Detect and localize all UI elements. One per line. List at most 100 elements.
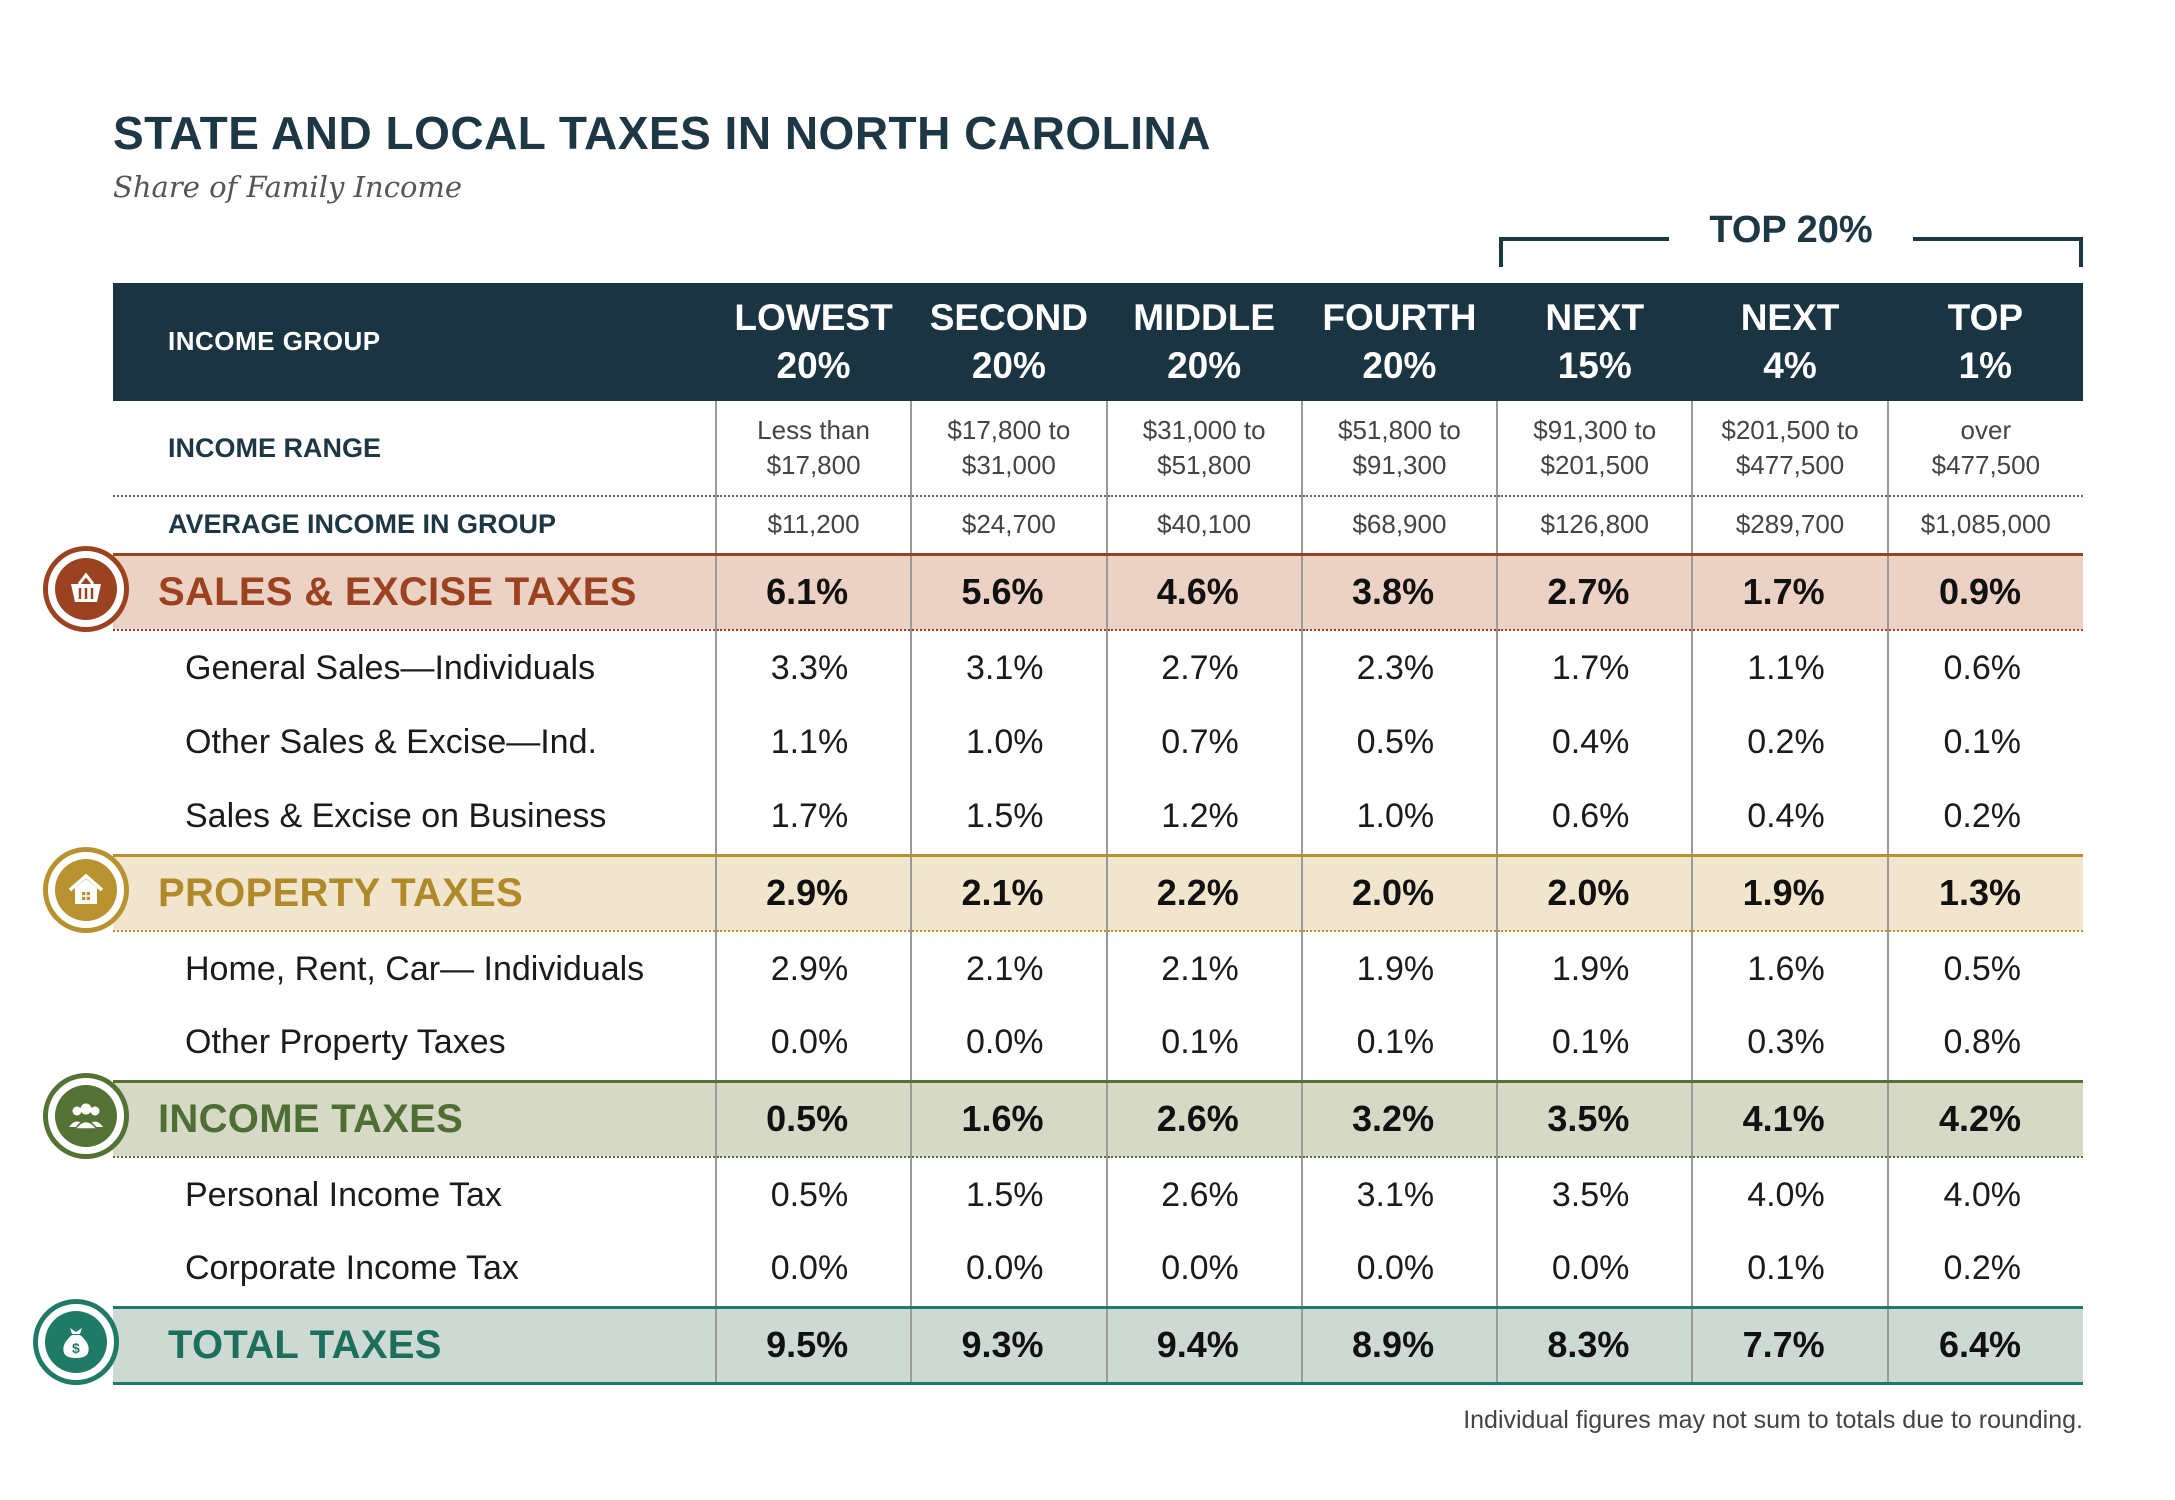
column-header-line1: MIDDLE xyxy=(1133,296,1276,338)
item-value: 1.5% xyxy=(910,1157,1107,1232)
item-value: 3.1% xyxy=(1300,1157,1498,1232)
sales-total-cell: 6.1% xyxy=(714,552,912,631)
item-value: 0.0% xyxy=(1300,1232,1498,1307)
income-total-cell: 0.5% xyxy=(714,1079,912,1158)
item-name: Other Sales & Excise—Ind. xyxy=(185,723,597,761)
property-total-cell: 2.2% xyxy=(1105,853,1302,932)
header-row: INCOME GROUP LOWEST 20% SECOND 20% MIDDLE 2… xyxy=(113,283,2083,401)
income-group-label: INCOME GROUP xyxy=(168,326,381,357)
total-taxes-row: $ TOTAL TAXES 9.5% 9.3% 9.4% 8.9% 8.3% 7… xyxy=(33,1298,2083,1385)
total-value-cell: 8.3% xyxy=(1496,1305,1693,1385)
total-value-cell: 8.9% xyxy=(1300,1305,1498,1385)
average-income-cell: $11,200 xyxy=(714,496,912,554)
item-value: 1.6% xyxy=(1691,931,1888,1006)
item-value: 1.1% xyxy=(1691,630,1888,705)
people-icon-fill xyxy=(55,1084,117,1147)
item-name: General Sales—Individuals xyxy=(185,648,596,687)
range-line1: $17,800 to xyxy=(947,414,1071,445)
basket-icon-glyph xyxy=(71,572,101,602)
sales-total-cell: 0.9% xyxy=(1886,552,2083,631)
sales-total-cell: 2.7% xyxy=(1496,552,1693,631)
sales-total-cell: 5.6% xyxy=(910,552,1107,631)
people-icon-glyph xyxy=(69,1103,103,1130)
total-value-cell: 6.4% xyxy=(1886,1305,2083,1385)
range-line1: $91,300 to xyxy=(1533,414,1657,445)
range-line2: $477,500 xyxy=(1735,450,1845,480)
svg-text:$: $ xyxy=(72,1340,80,1356)
income-total-cell: 3.5% xyxy=(1496,1079,1693,1158)
property-row: PROPERTY TAXES 2.9% 2.1% 2.2% 2.0% 2.0% … xyxy=(43,846,2083,933)
column-header: NEXT 4% xyxy=(1692,283,1887,401)
column-header-line2: 20% xyxy=(1362,345,1437,386)
item-value: 3.3% xyxy=(714,630,912,705)
range-line2: $201,500 xyxy=(1540,450,1649,480)
range-line2: $477,500 xyxy=(1931,450,2041,480)
average-income-cell: $40,100 xyxy=(1105,496,1302,554)
basket-icon xyxy=(43,545,129,632)
average-income-cell: $289,700 xyxy=(1691,496,1888,554)
income-total-cell: 1.6% xyxy=(910,1079,1107,1158)
item-value: 2.1% xyxy=(1105,931,1302,1006)
average-income-cell: $126,800 xyxy=(1496,496,1693,554)
average-income-cell: $68,900 xyxy=(1300,496,1498,554)
property-name: PROPERTY TAXES xyxy=(158,870,524,915)
house-icon-glyph xyxy=(68,873,104,904)
item-value: 2.3% xyxy=(1300,630,1498,705)
income-range-cell: $201,500 to $477,500 xyxy=(1691,401,1888,497)
item-value: 1.1% xyxy=(714,705,912,780)
column-header-line2: 15% xyxy=(1557,345,1632,386)
income-range-cell: $51,800 to $91,300 xyxy=(1300,401,1498,497)
range-line2: $91,300 xyxy=(1352,450,1447,480)
column-header-line1: NEXT xyxy=(1740,296,1840,338)
property-cell: PROPERTY TAXES xyxy=(43,846,716,933)
income-taxes-cell: INCOME TAXES xyxy=(43,1072,716,1159)
sales-item-row: Other Sales & Excise—Ind. 1.1% 1.0% 0.7%… xyxy=(113,705,2083,780)
sales-total-cell: 4.6% xyxy=(1105,552,1302,631)
item-value: 0.1% xyxy=(1105,1006,1302,1081)
income-range-cell: $91,300 to $201,500 xyxy=(1496,401,1693,497)
item-value: 1.9% xyxy=(1300,931,1498,1006)
average-income-cell: $1,085,000 xyxy=(1886,496,2083,554)
column-header-line2: 20% xyxy=(1167,345,1242,386)
item-value: 1.0% xyxy=(910,705,1107,780)
money-bag-icon: $ xyxy=(33,1298,119,1385)
item-name: Corporate Income Tax xyxy=(185,1249,519,1288)
sales-total-cell: 1.7% xyxy=(1691,552,1888,631)
people-icon xyxy=(43,1072,129,1159)
item-value: 0.0% xyxy=(714,1006,912,1081)
column-header: TOP 1% xyxy=(1888,283,2083,401)
item-value: 0.5% xyxy=(714,1157,912,1232)
item-value: 0.4% xyxy=(1496,705,1693,780)
income-range-cell: Less than $17,800 xyxy=(714,401,912,497)
bracket-left-line xyxy=(1499,237,1669,267)
column-header-line1: SECOND xyxy=(929,296,1088,338)
column-header-line2: 20% xyxy=(776,345,851,386)
item-name: Sales & Excise on Business xyxy=(185,797,607,836)
total-value-cell: 7.7% xyxy=(1691,1305,1888,1385)
item-value: 2.6% xyxy=(1105,1157,1302,1232)
item-value: 0.8% xyxy=(1886,1006,2083,1081)
sales-item-row: Sales & Excise on Business 1.7% 1.5% 1.2… xyxy=(113,780,2083,855)
total-value-cell: 9.4% xyxy=(1105,1305,1302,1385)
income-range-row: INCOME RANGE Less than $17,800 $17,800 to… xyxy=(113,401,2083,497)
property-total-cell: 2.9% xyxy=(714,853,912,932)
item-value: 2.7% xyxy=(1105,630,1302,705)
total-taxes-name: TOTAL TAXES xyxy=(168,1322,442,1367)
sales-excise-cell: SALES & EXCISE TAXES xyxy=(43,545,716,632)
item-value: 0.6% xyxy=(1886,630,2083,705)
range-line1: $31,000 to xyxy=(1142,414,1266,445)
range-line1: $201,500 to xyxy=(1721,414,1859,445)
income-range-cell: $17,800 to $31,000 xyxy=(910,401,1107,497)
sales-item-row: General Sales—Individuals 3.3% 3.1% 2.7%… xyxy=(113,630,2083,705)
property-item-row: Other Property Taxes 0.0% 0.0% 0.1% 0.1%… xyxy=(113,1006,2083,1081)
chart-subtitle: Share of Family Income xyxy=(113,170,463,204)
item-value: 4.0% xyxy=(1691,1157,1888,1232)
range-line2: $17,800 xyxy=(766,450,861,480)
item-value: 1.5% xyxy=(910,780,1107,855)
total-value-cell: 9.3% xyxy=(910,1305,1107,1385)
total-taxes-cell: $ TOTAL TAXES xyxy=(33,1298,716,1385)
item-value: 0.2% xyxy=(1886,1232,2083,1307)
property-total-cell: 1.3% xyxy=(1886,853,2083,932)
property-item-row: Home, Rent, Car— Individuals 2.9% 2.1% 2… xyxy=(113,931,2083,1006)
total-value-cell: 9.5% xyxy=(714,1305,912,1385)
